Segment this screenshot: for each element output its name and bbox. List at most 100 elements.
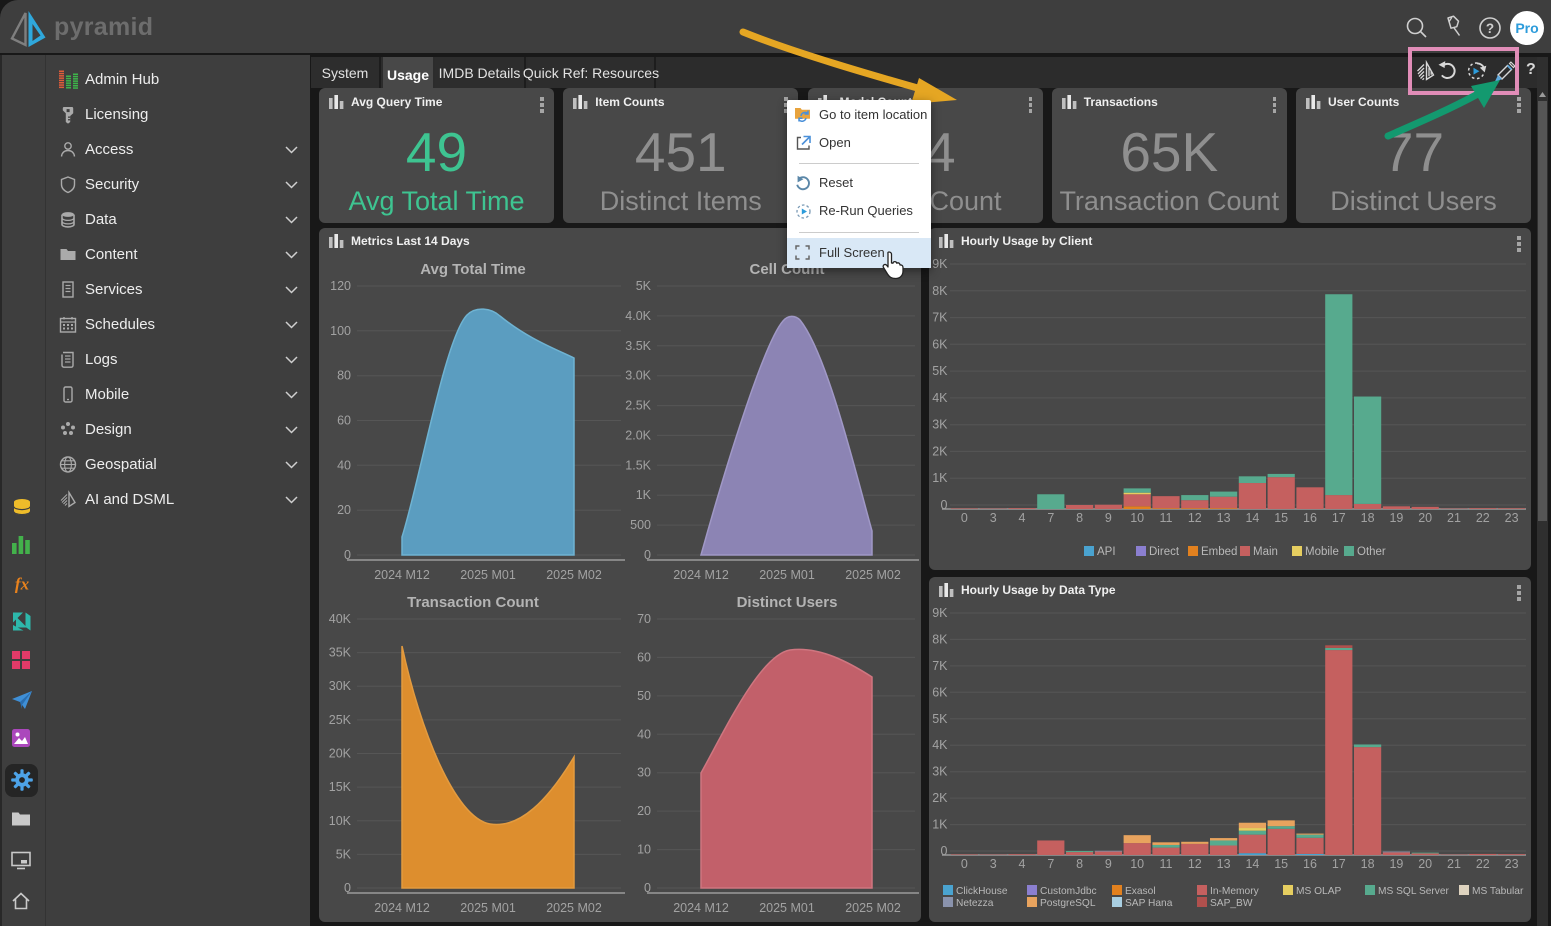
svg-text:SAP Hana: SAP Hana [1125, 898, 1173, 909]
svg-text:1.5K: 1.5K [625, 458, 651, 472]
svg-text:2024 M12: 2024 M12 [673, 901, 729, 915]
svg-text:5K: 5K [932, 364, 948, 378]
svg-text:Mobile: Mobile [1305, 546, 1339, 558]
svg-text:2025 M02: 2025 M02 [546, 901, 602, 915]
svg-text:4.0K: 4.0K [625, 309, 651, 323]
svg-text:20K: 20K [329, 747, 352, 761]
svg-text:11: 11 [1160, 857, 1173, 871]
svg-text:18: 18 [1361, 511, 1375, 525]
svg-text:60: 60 [637, 650, 651, 664]
svg-text:500: 500 [630, 518, 651, 532]
svg-text:20: 20 [637, 804, 651, 818]
svg-text:2025 M01: 2025 M01 [460, 568, 516, 582]
svg-text:18: 18 [1361, 857, 1375, 871]
svg-text:22: 22 [1476, 511, 1490, 525]
svg-text:40K: 40K [329, 612, 352, 626]
svg-text:2025 M01: 2025 M01 [460, 901, 516, 915]
svg-text:10: 10 [1130, 857, 1144, 871]
svg-text:30: 30 [637, 766, 651, 780]
svg-text:23: 23 [1505, 511, 1519, 525]
svg-text:70: 70 [637, 612, 651, 626]
svg-text:25K: 25K [329, 713, 352, 727]
svg-text:2025 M01: 2025 M01 [759, 568, 815, 582]
svg-text:Embed: Embed [1201, 546, 1237, 558]
svg-text:9K: 9K [932, 257, 948, 271]
svg-text:13: 13 [1217, 511, 1231, 525]
svg-text:0: 0 [961, 511, 968, 525]
svg-text:14: 14 [1245, 511, 1259, 525]
svg-text:MS Tabular: MS Tabular [1472, 886, 1524, 897]
svg-text:2024 M12: 2024 M12 [374, 568, 430, 582]
svg-text:Exasol: Exasol [1125, 886, 1156, 897]
svg-text:API: API [1097, 546, 1116, 558]
svg-text:3: 3 [990, 857, 997, 871]
svg-text:20: 20 [337, 503, 351, 517]
svg-text:fx: fx [15, 575, 30, 594]
svg-text:3K: 3K [932, 765, 948, 779]
svg-text:1K: 1K [636, 488, 652, 502]
svg-text:23: 23 [1505, 857, 1519, 871]
svg-text:2024 M12: 2024 M12 [374, 901, 430, 915]
svg-text:0: 0 [344, 881, 351, 895]
svg-text:7: 7 [1047, 511, 1054, 525]
svg-text:8K: 8K [932, 632, 948, 646]
svg-text:2.5K: 2.5K [625, 399, 651, 413]
svg-text:9: 9 [1105, 857, 1112, 871]
svg-text:19: 19 [1389, 511, 1403, 525]
svg-text:15K: 15K [329, 780, 352, 794]
svg-text:In-Memory: In-Memory [1210, 886, 1260, 897]
svg-text:14: 14 [1245, 857, 1259, 871]
svg-text:9K: 9K [932, 606, 948, 620]
svg-text:22: 22 [1476, 857, 1490, 871]
svg-text:SAP_BW: SAP_BW [1210, 898, 1253, 909]
svg-text:60: 60 [337, 414, 351, 428]
svg-text:3.5K: 3.5K [625, 339, 651, 353]
svg-text:2025 M02: 2025 M02 [845, 901, 901, 915]
svg-text:0: 0 [644, 881, 651, 895]
svg-text:4: 4 [1019, 857, 1026, 871]
svg-text:35K: 35K [329, 646, 352, 660]
svg-text:Transaction Count: Transaction Count [407, 594, 539, 611]
svg-text:MS OLAP: MS OLAP [1296, 886, 1341, 897]
svg-text:3: 3 [990, 511, 997, 525]
svg-text:13: 13 [1217, 857, 1231, 871]
svg-text:2K: 2K [932, 444, 948, 458]
svg-text:Netezza: Netezza [956, 898, 994, 909]
svg-text:2024 M12: 2024 M12 [673, 568, 729, 582]
svg-text:7: 7 [1047, 857, 1054, 871]
svg-text:?: ? [1486, 21, 1494, 36]
svg-text:30K: 30K [329, 679, 352, 693]
svg-text:Avg Total Time: Avg Total Time [420, 261, 526, 278]
svg-text:6K: 6K [932, 337, 948, 351]
svg-text:MS SQL Server: MS SQL Server [1378, 886, 1450, 897]
svg-text:11: 11 [1160, 511, 1173, 525]
svg-text:0: 0 [344, 548, 351, 562]
svg-text:8K: 8K [932, 284, 948, 298]
svg-text:20: 20 [1418, 857, 1432, 871]
svg-text:16: 16 [1303, 511, 1317, 525]
svg-text:8: 8 [1076, 511, 1083, 525]
svg-text:21: 21 [1447, 857, 1461, 871]
svg-text:5K: 5K [636, 279, 652, 293]
svg-text:80: 80 [337, 369, 351, 383]
svg-text:21: 21 [1447, 511, 1461, 525]
svg-text:12: 12 [1188, 511, 1202, 525]
svg-text:19: 19 [1389, 857, 1403, 871]
svg-text:0: 0 [961, 857, 968, 871]
svg-text:Main: Main [1253, 546, 1278, 558]
svg-text:20: 20 [1418, 511, 1432, 525]
svg-text:5K: 5K [932, 712, 948, 726]
svg-text:10: 10 [637, 843, 651, 857]
svg-text:3.0K: 3.0K [625, 369, 651, 383]
svg-text:4K: 4K [932, 738, 948, 752]
svg-text:2025 M02: 2025 M02 [845, 568, 901, 582]
svg-text:3K: 3K [932, 418, 948, 432]
svg-text:5K: 5K [336, 847, 352, 861]
svg-text:2K: 2K [932, 791, 948, 805]
svg-text:Other: Other [1357, 546, 1386, 558]
svg-text:ClickHouse: ClickHouse [956, 886, 1008, 897]
svg-text:16: 16 [1303, 857, 1317, 871]
svg-text:50: 50 [637, 689, 651, 703]
svg-text:40: 40 [637, 727, 651, 741]
svg-text:CustomJdbc: CustomJdbc [1040, 886, 1097, 897]
